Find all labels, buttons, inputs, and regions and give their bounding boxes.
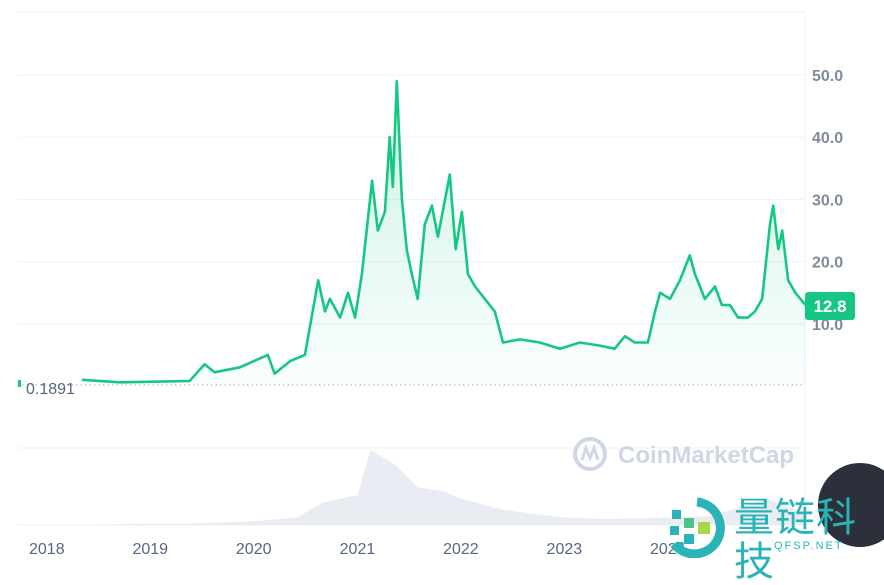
x-axis: 2018 2019 2020 2021 2022 2023 2024 — [29, 541, 686, 558]
current-price-label: 12.8 — [813, 297, 846, 316]
x-tick-label: 2020 — [236, 541, 272, 558]
y-axis: 10.0 20.0 30.0 40.0 50.0 — [812, 68, 843, 334]
price-area-fill — [81, 81, 806, 386]
baseline-label: 0.1891 — [26, 381, 75, 398]
baseline-marker — [18, 380, 21, 387]
current-price-badge: 12.8 — [805, 292, 855, 320]
qfsp-watermark: 量链科技 QFSP.NET — [664, 496, 884, 584]
coinmarketcap-logo-wave — [580, 443, 600, 463]
coinmarketcap-text: CoinMarketCap — [618, 442, 794, 469]
qfsp-subtitle: QFSP.NET — [774, 540, 844, 552]
qfsp-logo-icon — [670, 497, 725, 558]
x-tick-label: 2021 — [340, 541, 376, 558]
coinmarketcap-logo-icon — [573, 437, 607, 471]
x-tick-label: 2018 — [29, 541, 65, 558]
x-tick-label: 2022 — [443, 541, 479, 558]
x-tick-label: 2023 — [547, 541, 583, 558]
y-tick-label: 30.0 — [812, 192, 843, 209]
y-tick-label: 10.0 — [812, 317, 843, 334]
price-line — [81, 79, 807, 384]
y-tick-label: 20.0 — [812, 255, 843, 272]
volume-area — [47, 450, 806, 525]
y-tick-label: 50.0 — [812, 68, 843, 85]
coinmarketcap-watermark: CoinMarketCap — [573, 437, 794, 471]
dark-circle-button[interactable] — [818, 463, 884, 547]
price-chart: CoinMarketCap 0.1891 10.0 20.0 30.0 40.0 50.… — [18, 11, 884, 558]
x-tick-label: 2019 — [132, 541, 168, 558]
y-tick-label: 40.0 — [812, 130, 843, 147]
